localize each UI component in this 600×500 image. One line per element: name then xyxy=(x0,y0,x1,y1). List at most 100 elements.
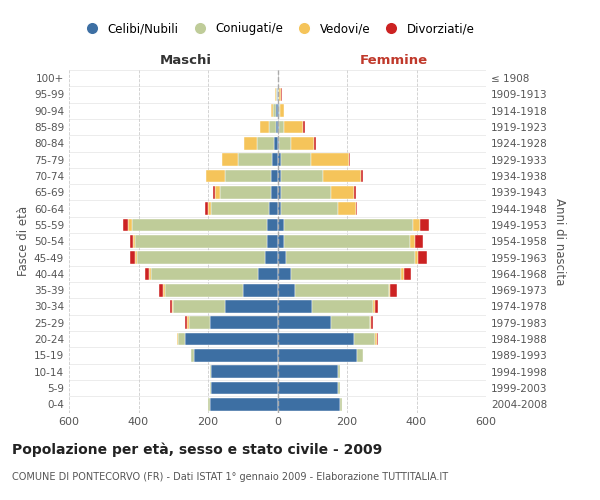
Bar xyxy=(277,218,284,232)
Bar xyxy=(281,154,311,166)
Bar xyxy=(277,398,340,410)
Bar xyxy=(238,154,272,166)
Bar xyxy=(277,284,295,296)
Bar xyxy=(267,218,277,232)
Bar xyxy=(210,316,277,329)
Bar xyxy=(164,284,243,296)
Bar xyxy=(391,284,397,296)
Bar xyxy=(373,300,375,313)
Bar xyxy=(205,202,208,215)
Text: Popolazione per età, sesso e stato civile - 2009: Popolazione per età, sesso e stato civil… xyxy=(12,442,382,457)
Bar xyxy=(354,186,356,198)
Bar xyxy=(277,366,338,378)
Bar xyxy=(331,186,354,198)
Bar xyxy=(404,268,411,280)
Bar xyxy=(210,382,211,394)
Bar xyxy=(277,154,281,166)
Bar xyxy=(170,300,172,313)
Bar xyxy=(278,88,279,101)
Bar xyxy=(257,137,274,150)
Bar xyxy=(279,88,281,101)
Bar xyxy=(271,104,273,117)
Bar xyxy=(340,398,342,410)
Bar xyxy=(213,186,215,198)
Bar xyxy=(208,398,210,410)
Bar xyxy=(277,104,278,117)
Text: COMUNE DI PONTECORVO (FR) - Dati ISTAT 1° gennaio 2009 - Elaborazione TUTTITALIA: COMUNE DI PONTECORVO (FR) - Dati ISTAT 1… xyxy=(12,472,448,482)
Bar xyxy=(303,120,305,134)
Bar xyxy=(375,300,378,313)
Bar xyxy=(415,251,418,264)
Bar xyxy=(418,251,427,264)
Bar xyxy=(211,202,269,215)
Bar xyxy=(243,284,277,296)
Bar xyxy=(277,316,331,329)
Bar xyxy=(331,316,370,329)
Bar xyxy=(277,170,281,182)
Bar xyxy=(278,120,284,134)
Bar xyxy=(338,366,340,378)
Bar xyxy=(277,332,354,345)
Legend: Celibi/Nubili, Coniugati/e, Vedovi/e, Divorziati/e: Celibi/Nubili, Coniugati/e, Vedovi/e, Di… xyxy=(76,18,479,40)
Bar xyxy=(349,154,350,166)
Bar xyxy=(272,154,277,166)
Bar xyxy=(211,382,277,394)
Bar xyxy=(133,235,135,248)
Bar xyxy=(206,170,226,182)
Bar xyxy=(281,186,331,198)
Y-axis label: Anni di nascita: Anni di nascita xyxy=(553,198,566,285)
Bar xyxy=(189,316,210,329)
Bar xyxy=(211,366,277,378)
Bar xyxy=(281,202,338,215)
Bar xyxy=(135,251,137,264)
Bar xyxy=(191,349,194,362)
Bar xyxy=(194,349,277,362)
Bar xyxy=(276,88,277,101)
Bar xyxy=(222,154,238,166)
Bar xyxy=(323,170,361,182)
Bar xyxy=(172,300,173,313)
Bar xyxy=(277,120,278,134)
Bar xyxy=(265,251,277,264)
Bar xyxy=(358,349,362,362)
Bar xyxy=(244,137,257,150)
Bar xyxy=(275,88,276,101)
Bar xyxy=(151,268,259,280)
Bar xyxy=(356,202,358,215)
Bar xyxy=(215,186,220,198)
Bar xyxy=(410,235,415,248)
Bar xyxy=(354,332,375,345)
Bar xyxy=(271,186,277,198)
Bar xyxy=(178,332,185,345)
Bar xyxy=(274,137,277,150)
Bar xyxy=(149,268,151,280)
Bar xyxy=(284,218,413,232)
Bar xyxy=(338,202,356,215)
Bar xyxy=(160,284,163,296)
Bar xyxy=(226,300,277,313)
Bar xyxy=(208,202,211,215)
Bar xyxy=(226,170,271,182)
Bar xyxy=(276,120,277,134)
Bar xyxy=(277,268,292,280)
Bar xyxy=(210,398,277,410)
Bar xyxy=(338,382,340,394)
Bar xyxy=(284,120,303,134)
Bar xyxy=(128,218,131,232)
Bar xyxy=(185,316,187,329)
Bar xyxy=(137,251,265,264)
Bar xyxy=(295,284,389,296)
Bar xyxy=(276,104,277,117)
Bar xyxy=(277,382,338,394)
Bar xyxy=(401,268,404,280)
Bar xyxy=(361,170,362,182)
Bar xyxy=(277,300,312,313)
Bar xyxy=(185,332,277,345)
Text: Maschi: Maschi xyxy=(159,54,211,68)
Bar xyxy=(173,300,226,313)
Bar xyxy=(269,120,276,134)
Y-axis label: Fasce di età: Fasce di età xyxy=(17,206,30,276)
Bar xyxy=(280,104,284,117)
Bar xyxy=(415,235,424,248)
Bar xyxy=(375,332,377,345)
